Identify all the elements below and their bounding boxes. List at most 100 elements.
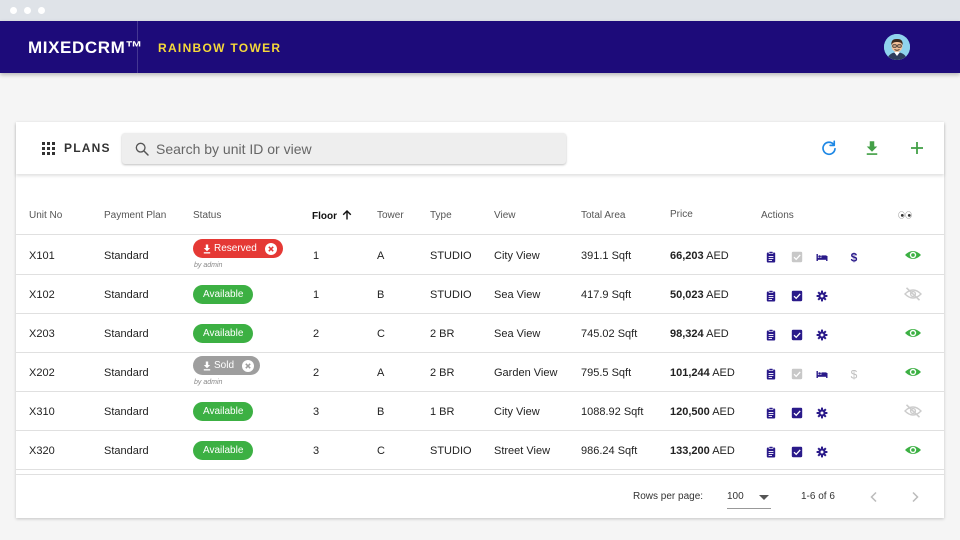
price: 120,500 AED (670, 406, 735, 418)
price-value: 66,203 (670, 250, 704, 262)
unit-type: 2 BR (430, 367, 455, 379)
chevron-left-icon[interactable] (868, 491, 880, 503)
price-currency: AED (712, 367, 735, 379)
tower: C (377, 445, 385, 457)
status-badge[interactable]: Available (193, 441, 254, 460)
col-payment-plan[interactable]: Payment Plan (104, 210, 167, 221)
plans-toolbar: PLANS (16, 122, 944, 174)
status-label: Sold (214, 360, 235, 371)
eye-icon[interactable] (904, 365, 922, 379)
price: 50,023 AED (670, 289, 729, 301)
dollar-icon: $ (848, 367, 860, 382)
col-unit-no[interactable]: Unit No (29, 210, 63, 221)
table-header: Unit No Payment Plan Status Floor Tower … (16, 197, 944, 235)
unit-type: 1 BR (430, 406, 455, 418)
refresh-icon[interactable] (820, 139, 838, 157)
unit-no: X101 (29, 250, 55, 262)
check-box-icon[interactable] (791, 328, 803, 341)
floor: 2 (313, 328, 320, 340)
status-badge[interactable]: Available (193, 402, 254, 421)
floor: 2 (313, 367, 320, 379)
price: 98,324 AED (670, 328, 729, 340)
gear-icon[interactable] (816, 406, 828, 419)
table-row[interactable]: X310 Standard Available 3 B 1 BR City Vi… (16, 392, 944, 431)
status-label: Available (203, 445, 244, 456)
check-box-icon (791, 250, 803, 263)
col-view[interactable]: View (494, 210, 516, 221)
eye-off-icon[interactable] (904, 404, 922, 418)
page-range: 1-6 of 6 (801, 491, 835, 502)
window-dot-icon (10, 7, 17, 14)
plans-label: PLANS (64, 141, 111, 155)
gear-icon[interactable] (816, 289, 828, 302)
gear-icon[interactable] (816, 328, 828, 341)
status-badge[interactable]: Available (193, 285, 254, 304)
table-row[interactable]: X320 Standard Available 3 C STUDIO Stree… (16, 431, 944, 470)
price-value: 120,500 (670, 406, 710, 418)
table-row[interactable]: X102 Standard Available 1 B STUDIO Sea V… (16, 275, 944, 314)
unit-no: X202 (29, 367, 55, 379)
payment-plan: Standard (104, 250, 149, 262)
check-box-icon[interactable] (791, 289, 803, 302)
clipboard-icon[interactable] (765, 406, 777, 419)
eye-icon[interactable] (904, 326, 922, 340)
status-badge[interactable]: Sold (193, 356, 261, 375)
bed-icon[interactable] (816, 250, 828, 262)
bed-icon[interactable] (816, 367, 828, 379)
check-box-icon[interactable] (791, 406, 803, 419)
gear-icon[interactable] (816, 445, 828, 458)
unit-type: STUDIO (430, 445, 472, 457)
table-row[interactable]: X202 Standard Sold by admin 2 A 2 BR Gar… (16, 353, 944, 392)
unit-view: Street View (494, 445, 551, 457)
brand-divider (137, 21, 138, 73)
status-label: Available (203, 328, 244, 339)
clipboard-icon[interactable] (765, 445, 777, 458)
dollar-icon[interactable]: $ (848, 250, 860, 265)
table-row[interactable]: X101 Standard Reserved by admin 1 A STUD… (16, 236, 944, 275)
unit-view: City View (494, 406, 540, 418)
brand-logo[interactable]: MIXEDCRM™ (28, 38, 143, 57)
unit-view: Sea View (494, 289, 541, 301)
close-icon[interactable] (264, 242, 277, 255)
col-status[interactable]: Status (193, 210, 222, 221)
grid-icon (42, 141, 55, 155)
plans-menu-button[interactable]: PLANS (42, 141, 111, 155)
col-total-area[interactable]: Total Area (581, 210, 626, 221)
eye-icon[interactable] (904, 248, 922, 262)
clipboard-icon[interactable] (765, 289, 777, 302)
project-title[interactable]: RAINBOW TOWER (158, 41, 282, 55)
col-tower[interactable]: Tower (377, 210, 404, 221)
total-area: 745.02 Sqft (581, 328, 638, 340)
unit-no: X310 (29, 406, 55, 418)
check-box-icon[interactable] (791, 445, 803, 458)
close-icon[interactable] (242, 359, 255, 372)
clipboard-icon[interactable] (765, 367, 777, 380)
price-currency: AED (706, 328, 729, 340)
status-badge[interactable]: Reserved (193, 239, 283, 258)
col-floor[interactable]: Floor (312, 210, 352, 222)
clipboard-icon[interactable] (765, 328, 777, 341)
total-area: 986.24 Sqft (581, 445, 638, 457)
download-icon[interactable] (863, 139, 881, 157)
col-price[interactable]: Price (670, 209, 693, 220)
status-badge[interactable]: Available (193, 324, 254, 343)
eye-off-icon[interactable] (904, 287, 922, 301)
rows-per-page-label: Rows per page: (633, 491, 704, 502)
rows-per-page-select[interactable]: 100 (727, 485, 771, 509)
window-dot-icon (24, 7, 31, 14)
chevron-right-icon[interactable] (909, 491, 921, 503)
floor: 3 (313, 445, 320, 457)
clipboard-icon[interactable] (765, 250, 777, 263)
user-avatar[interactable] (884, 34, 910, 60)
unit-type: STUDIO (430, 250, 472, 262)
table-row[interactable]: X203 Standard Available 2 C 2 BR Sea Vie… (16, 314, 944, 353)
search-input[interactable] (156, 140, 536, 157)
unit-view: Garden View (494, 367, 558, 379)
eye-icon[interactable] (904, 443, 922, 457)
search-box[interactable] (122, 133, 566, 164)
unit-type: STUDIO (430, 289, 472, 301)
col-type[interactable]: Type (430, 210, 452, 221)
add-icon[interactable] (908, 139, 926, 157)
svg-text:$: $ (851, 251, 858, 263)
unit-type: 2 BR (430, 328, 455, 340)
